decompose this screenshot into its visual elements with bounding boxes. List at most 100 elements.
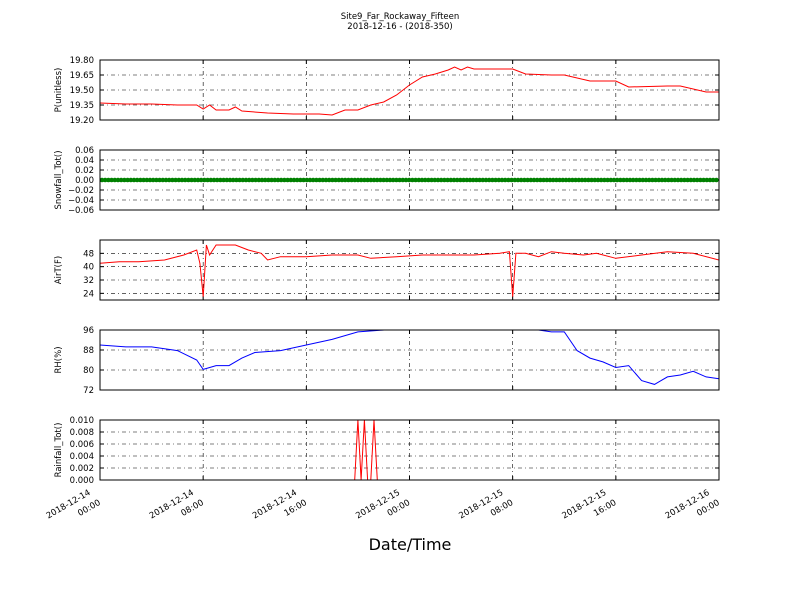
data-point	[621, 177, 626, 183]
data-point	[522, 177, 527, 183]
data-point	[630, 177, 636, 183]
data-point	[691, 177, 697, 183]
data-point	[115, 177, 121, 183]
series-line	[100, 330, 719, 385]
data-point	[461, 177, 466, 183]
data-point	[608, 177, 614, 183]
data-point	[624, 177, 630, 183]
data-point	[685, 177, 690, 183]
data-point	[432, 177, 438, 183]
data-point	[355, 177, 361, 183]
data-point	[134, 177, 140, 183]
x-axis-label: Date/Time	[369, 535, 452, 554]
y-tick-label: −0.06	[68, 206, 94, 216]
data-point	[310, 177, 316, 183]
data-point	[493, 177, 498, 183]
data-point	[240, 177, 246, 183]
data-point	[259, 177, 265, 183]
data-point	[154, 177, 159, 183]
data-point	[291, 177, 297, 183]
data-point	[269, 177, 274, 183]
data-point	[205, 177, 210, 183]
data-point	[189, 177, 194, 183]
data-point	[518, 177, 524, 183]
data-point	[589, 177, 594, 183]
data-point	[675, 177, 681, 183]
data-point	[586, 177, 591, 183]
data-point	[352, 177, 358, 183]
y-tick-label: 19.35	[70, 101, 94, 111]
data-point	[422, 177, 428, 183]
panel-1: 19.20 19.35 19.50 19.65 19.80 P(unitless)	[54, 56, 720, 126]
data-point	[682, 177, 687, 183]
data-point	[314, 177, 319, 183]
data-point	[397, 177, 402, 183]
data-point	[653, 177, 658, 183]
data-point	[406, 177, 412, 183]
data-point	[170, 177, 175, 183]
data-point	[102, 177, 108, 183]
data-point	[163, 177, 169, 183]
data-point	[256, 177, 262, 183]
data-point	[634, 177, 639, 183]
y-tick-label: 19.20	[70, 116, 94, 126]
y-tick-label: 0.010	[70, 416, 94, 426]
data-point	[282, 177, 287, 183]
data-point	[611, 177, 617, 183]
data-point	[528, 177, 534, 183]
data-point	[445, 177, 450, 183]
data-point	[371, 177, 377, 183]
data-point	[182, 177, 188, 183]
data-point	[342, 177, 348, 183]
data-point	[515, 177, 521, 183]
series-line	[100, 244, 719, 297]
panel-frame	[99, 149, 720, 211]
data-point	[627, 177, 633, 183]
data-point	[304, 177, 310, 183]
data-point	[698, 177, 703, 183]
y-tick-label: 40	[83, 263, 94, 273]
data-point	[218, 177, 223, 183]
data-point	[426, 177, 431, 183]
data-point	[474, 177, 479, 183]
data-point	[538, 177, 543, 183]
data-point	[266, 177, 271, 183]
data-point	[346, 177, 351, 183]
data-point	[109, 177, 114, 183]
data-point	[374, 177, 380, 183]
data-point	[710, 177, 716, 183]
data-point	[112, 177, 118, 183]
data-point	[298, 177, 303, 183]
data-point	[339, 177, 345, 183]
data-point	[486, 177, 492, 183]
data-point	[669, 177, 674, 183]
data-point	[656, 177, 662, 183]
data-point	[678, 177, 684, 183]
data-point	[288, 177, 294, 183]
data-point	[173, 177, 178, 183]
data-point	[211, 177, 217, 183]
data-point	[688, 177, 694, 183]
data-point	[413, 177, 418, 183]
data-point	[704, 177, 710, 183]
data-point	[378, 177, 383, 183]
data-point	[317, 177, 322, 183]
data-point	[365, 177, 370, 183]
data-point	[275, 177, 281, 183]
data-point	[198, 177, 204, 183]
data-point	[221, 177, 226, 183]
y-tick-label: 80	[83, 366, 94, 376]
data-point	[563, 177, 569, 183]
data-point	[614, 177, 620, 183]
data-point	[278, 177, 284, 183]
data-point	[595, 177, 601, 183]
data-point	[643, 177, 649, 183]
data-point	[525, 177, 530, 183]
data-point	[557, 177, 562, 183]
data-point	[394, 177, 399, 183]
data-point	[349, 177, 354, 183]
data-point	[99, 177, 105, 183]
panel-frame	[99, 419, 720, 481]
data-point	[458, 177, 463, 183]
data-point	[512, 177, 518, 183]
